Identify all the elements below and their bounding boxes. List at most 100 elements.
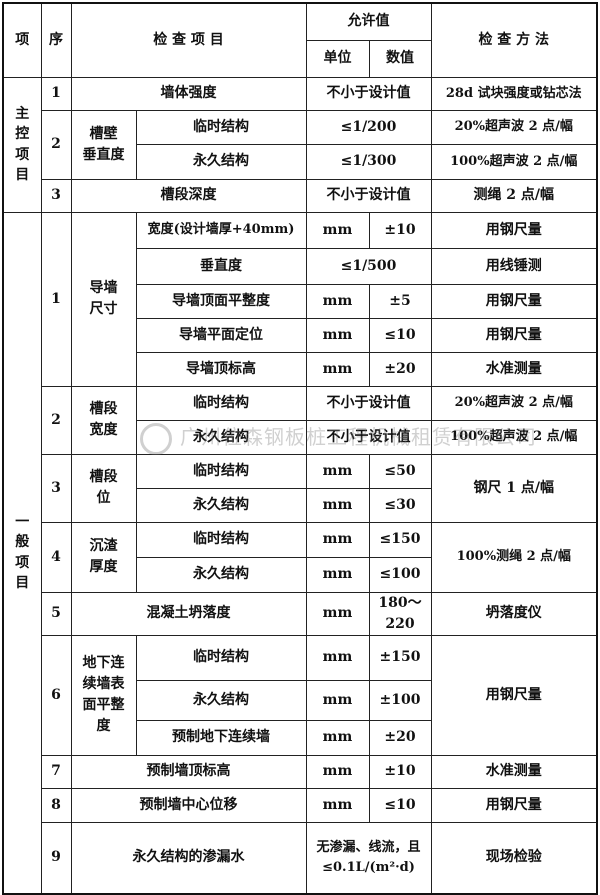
row-group: 槽段 宽度 bbox=[70, 385, 137, 455]
header-unit: 单位 bbox=[305, 39, 370, 78]
row-unit: mm bbox=[305, 521, 370, 558]
row-item: 槽段深度 bbox=[70, 178, 307, 213]
row-value: 180～220 bbox=[368, 591, 432, 636]
row-no: 2 bbox=[40, 109, 72, 180]
row-unit: mm bbox=[305, 719, 370, 756]
row-value: 不小于设计值 bbox=[305, 178, 432, 213]
header-xiang: 项 bbox=[2, 2, 42, 78]
row-group: 槽壁 垂直度 bbox=[70, 109, 137, 180]
row-method: 水准测量 bbox=[430, 754, 598, 789]
header-xu: 序 bbox=[40, 2, 72, 78]
row-item: 预制墙顶标高 bbox=[70, 754, 307, 789]
row-value: 不小于设计值 bbox=[305, 385, 432, 421]
row-method: 28d 试块强度或钻芯法 bbox=[430, 76, 598, 111]
row-unit: mm bbox=[305, 211, 370, 249]
row-item: 墙体强度 bbox=[70, 76, 307, 111]
row-no: 5 bbox=[40, 591, 72, 636]
row-method: 钢尺 1 点/幅 bbox=[430, 453, 598, 523]
row-value: ≤150 bbox=[368, 521, 432, 558]
row-method: 坍落度仪 bbox=[430, 591, 598, 636]
row-group: 槽段位 bbox=[70, 453, 137, 523]
row-unit: mm bbox=[305, 317, 370, 353]
row-method: 用钢尺量 bbox=[430, 634, 598, 756]
row-value: ±5 bbox=[368, 283, 432, 319]
row-method: 100%超声波 2 点/幅 bbox=[430, 419, 598, 455]
row-group: 导墙 尺寸 bbox=[70, 211, 137, 387]
row-value: ±10 bbox=[368, 211, 432, 249]
row-method: 20%超声波 2 点/幅 bbox=[430, 109, 598, 145]
row-method: 100%测绳 2 点/幅 bbox=[430, 521, 598, 593]
row-value: ≤30 bbox=[368, 487, 432, 523]
row-value: ≤1/200 bbox=[305, 109, 432, 145]
row-method: 用钢尺量 bbox=[430, 317, 598, 353]
row-no: 1 bbox=[40, 76, 72, 111]
row-method: 测绳 2 点/幅 bbox=[430, 178, 598, 213]
row-item: 永久结构 bbox=[135, 556, 307, 593]
row-value: ≤1/500 bbox=[305, 247, 432, 285]
row-value: 不小于设计值 bbox=[305, 76, 432, 111]
row-method: 现场检验 bbox=[430, 821, 598, 895]
row-method: 用钢尺量 bbox=[430, 211, 598, 249]
value-line-2: ≤0.1L/(m²·d) bbox=[322, 859, 415, 875]
row-item: 临时结构 bbox=[135, 385, 307, 421]
row-unit: mm bbox=[305, 754, 370, 789]
row-no: 3 bbox=[40, 453, 72, 523]
row-no: 2 bbox=[40, 385, 72, 455]
row-item: 临时结构 bbox=[135, 634, 307, 681]
row-no: 9 bbox=[40, 821, 72, 895]
row-unit: mm bbox=[305, 453, 370, 489]
row-item: 导墙顶标高 bbox=[135, 351, 307, 387]
row-value: ±100 bbox=[368, 679, 432, 721]
row-item: 永久结构 bbox=[135, 487, 307, 523]
row-value: ≤50 bbox=[368, 453, 432, 489]
row-value: ±150 bbox=[368, 634, 432, 681]
row-unit: mm bbox=[305, 487, 370, 523]
general-label: 一般项目 bbox=[2, 211, 42, 895]
row-item: 临时结构 bbox=[135, 453, 307, 489]
value-line-1: 无渗漏、线流，且 bbox=[316, 840, 421, 856]
row-value: 不小于设计值 bbox=[305, 419, 432, 455]
row-no: 7 bbox=[40, 754, 72, 789]
row-no: 6 bbox=[40, 634, 72, 756]
row-method: 用钢尺量 bbox=[430, 787, 598, 823]
row-unit: mm bbox=[305, 283, 370, 319]
row-no: 3 bbox=[40, 178, 72, 213]
row-unit: mm bbox=[305, 679, 370, 721]
row-item: 导墙平面定位 bbox=[135, 317, 307, 353]
row-item: 临时结构 bbox=[135, 109, 307, 145]
row-method: 20%超声波 2 点/幅 bbox=[430, 385, 598, 421]
row-value: ±20 bbox=[368, 351, 432, 387]
row-no: 4 bbox=[40, 521, 72, 593]
row-value: ≤10 bbox=[368, 317, 432, 353]
row-item: 导墙顶面平整度 bbox=[135, 283, 307, 319]
row-item: 预制地下连续墙 bbox=[135, 719, 307, 756]
header-value: 数值 bbox=[368, 39, 432, 78]
header-item: 检 查 项 目 bbox=[70, 2, 307, 78]
main-control-label: 主控项目 bbox=[2, 76, 42, 213]
row-value: ±10 bbox=[368, 754, 432, 789]
row-value: ≤100 bbox=[368, 556, 432, 593]
row-method: 用钢尺量 bbox=[430, 283, 598, 319]
row-value: ≤10 bbox=[368, 787, 432, 823]
row-unit: mm bbox=[305, 351, 370, 387]
row-group: 地下连 续墙表 面平整度 bbox=[70, 634, 137, 756]
row-item: 混凝土坍落度 bbox=[70, 591, 307, 636]
row-item: 预制墙中心位移 bbox=[70, 787, 307, 823]
row-item: 临时结构 bbox=[135, 521, 307, 558]
row-item: 永久结构 bbox=[135, 143, 307, 180]
row-item: 永久结构 bbox=[135, 419, 307, 455]
row-value: ±20 bbox=[368, 719, 432, 756]
row-item: 宽度(设计墙厚+40mm) bbox=[135, 211, 307, 249]
row-item: 永久结构的渗漏水 bbox=[70, 821, 307, 895]
row-no: 8 bbox=[40, 787, 72, 823]
row-unit: mm bbox=[305, 787, 370, 823]
row-group: 沉渣 厚度 bbox=[70, 521, 137, 593]
row-method: 水准测量 bbox=[430, 351, 598, 387]
row-unit: mm bbox=[305, 591, 370, 636]
row-item: 垂直度 bbox=[135, 247, 307, 285]
row-method: 100%超声波 2 点/幅 bbox=[430, 143, 598, 180]
row-value: 无渗漏、线流，且 ≤0.1L/(m²·d) bbox=[305, 821, 432, 895]
header-allow: 允许值 bbox=[305, 2, 432, 41]
row-no: 1 bbox=[40, 211, 72, 387]
